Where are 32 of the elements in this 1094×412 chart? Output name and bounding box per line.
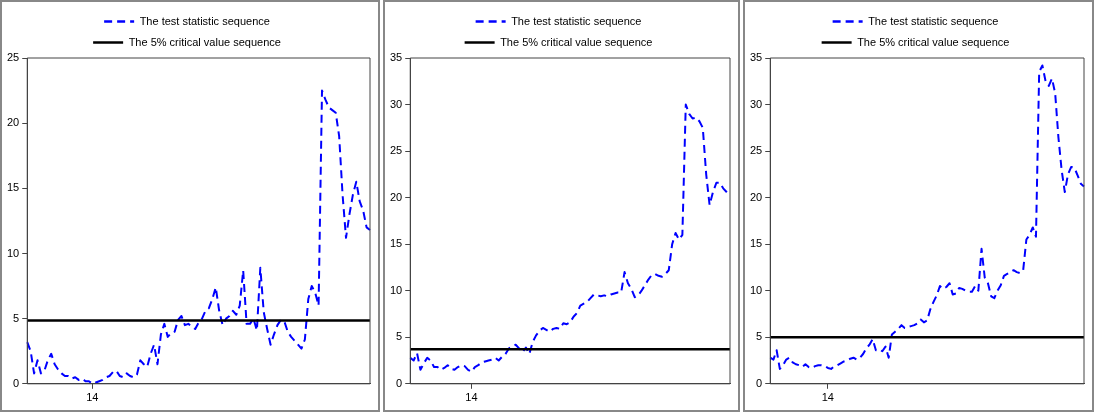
y-tick-label: 20 — [6, 116, 20, 129]
y-tick-label: 10 — [389, 283, 403, 296]
y-tick-label: 20 — [389, 190, 403, 203]
y-tick-label: 30 — [749, 97, 763, 110]
y-tick-label: 35 — [389, 51, 403, 64]
y-tick-label: 20 — [749, 190, 763, 203]
legend-label: The 5% critical value sequence — [500, 35, 653, 48]
legend-label: The 5% critical value sequence — [857, 35, 1010, 48]
y-tick-label: 25 — [6, 51, 20, 64]
y-tick-label: 0 — [13, 376, 20, 389]
x-tick-label: 14 — [86, 391, 99, 404]
y-tick-label: 0 — [396, 376, 403, 389]
legend-label: The test statistic sequence — [868, 14, 999, 27]
line-series — [769, 64, 1085, 370]
x-tick-label: 14 — [465, 391, 478, 404]
y-tick-label: 15 — [749, 237, 763, 250]
y-tick-label: 10 — [749, 283, 763, 296]
y-tick-label: 10 — [6, 246, 20, 259]
legend-label: The test statistic sequence — [139, 14, 270, 27]
y-tick-label: 25 — [749, 144, 763, 157]
y-tick-label: 35 — [749, 51, 763, 64]
legend-label: The 5% critical value sequence — [128, 35, 281, 48]
y-tick-label: 5 — [756, 330, 763, 343]
y-tick-label: 15 — [6, 181, 20, 194]
x-tick-label: 14 — [821, 391, 834, 404]
y-tick-label: 15 — [389, 237, 403, 250]
y-tick-label: 25 — [389, 144, 403, 157]
y-tick-label: 5 — [396, 330, 403, 343]
legend-label: The test statistic sequence — [511, 14, 642, 27]
y-tick-label: 0 — [756, 376, 763, 389]
y-tick-label: 5 — [13, 311, 20, 324]
y-tick-label: 30 — [389, 97, 403, 110]
